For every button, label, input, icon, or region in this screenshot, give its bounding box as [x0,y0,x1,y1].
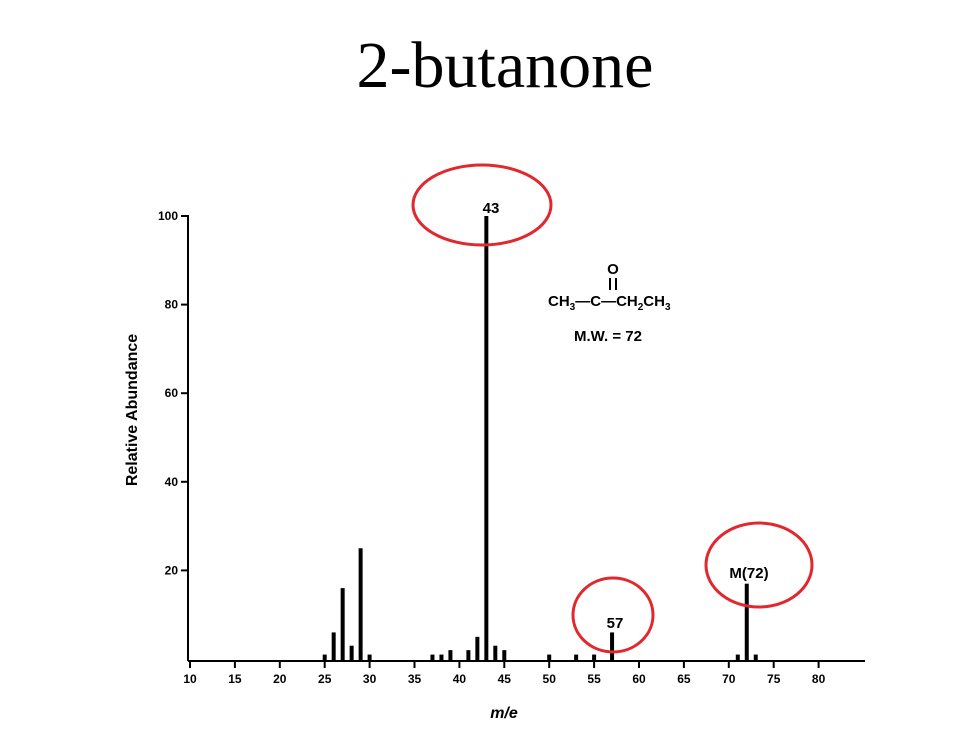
spectrum-bar-37 [430,654,435,660]
spectrum-bar-25 [322,654,327,660]
structure-oxygen: O [607,261,619,278]
molecule-structure: O CH3—C—CH2CH3 M.W. = 72 [548,261,671,345]
spectrum-bar-44 [493,645,498,660]
y-tick-label: 80 [165,298,179,312]
y-tick-label: 20 [165,563,179,577]
x-tick-label: 80 [812,672,826,686]
x-tick-label: 50 [543,672,557,686]
spectrum-bar-42 [475,636,480,660]
formula-part-3: CH [643,293,665,310]
x-tick-label: 75 [767,672,781,686]
y-axis-label: Relative Abundance [124,334,141,486]
highlight-circle-m72 [704,521,814,609]
x-tick-label: 70 [722,672,736,686]
x-tick-label: 45 [498,672,512,686]
y-ticks: 20 40 60 80 100 [158,209,188,577]
x-tick-label: 40 [453,672,467,686]
spectrum-bar-39 [448,650,453,660]
spectrum-bar-45 [502,650,507,660]
spectrum-bar-28 [349,645,354,660]
spectrum-bar-57 [610,632,615,660]
x-tick-label: 55 [587,672,601,686]
formula-sub-3: 3 [665,302,671,313]
spectrum-bar-55 [592,654,597,660]
y-tick-label: 40 [165,475,179,489]
spectrum-bar-27 [340,588,345,660]
formula-sub-1: 3 [570,302,576,313]
spectrum-bar-53 [574,654,579,660]
spectrum-bar-71 [735,654,740,660]
x-tick-label: 30 [363,672,377,686]
peak-label-43: 43 [483,200,500,217]
x-axis-label: m/e [490,705,518,722]
x-tick-label: 35 [408,672,422,686]
spectrum-bar-29 [358,548,363,660]
spectrum-bar-43 [484,216,489,660]
y-tick-label: 60 [165,386,179,400]
highlight-circle-43 [411,163,553,247]
x-tick-label: 60 [632,672,646,686]
x-tick-label: 10 [183,672,197,686]
x-tick-label: 15 [228,672,242,686]
spectrum-bar-26 [331,632,336,660]
x-tick-label: 65 [677,672,691,686]
x-tick-label: 25 [318,672,332,686]
spectrum-bar-72 [744,583,749,660]
spectrum-bar-50 [547,654,552,660]
y-tick-label: 100 [158,209,178,223]
axes [187,215,865,662]
peak-label-m72: M(72) [729,565,768,582]
molecular-weight: M.W. = 72 [574,328,642,345]
peak-label-57: 57 [607,615,624,632]
highlight-circle-57 [571,576,655,654]
page-title: 2-butanone [356,29,654,102]
structure-formula: CH3—C—CH2CH3 [548,293,671,313]
spectrum-bar-73 [753,654,758,660]
formula-part-1: CH [548,293,570,310]
spectrum-bars [322,216,758,660]
spectrum-bar-41 [466,650,471,660]
spectrum-bar-38 [439,654,444,660]
x-tick-label: 20 [273,672,287,686]
spectrum-bar-30 [367,654,372,660]
formula-part-2: —C—CH [575,293,638,310]
x-ticks: 10 15 20 25 30 35 40 45 50 55 60 65 70 75 80 [183,661,826,686]
formula-sub-2: 2 [638,302,644,313]
